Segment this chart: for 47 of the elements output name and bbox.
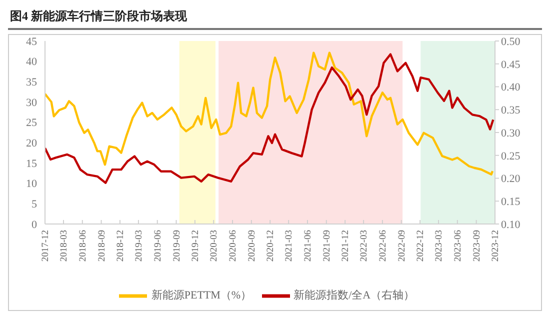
x-tick-label: 2021-12 bbox=[341, 230, 352, 262]
x-tick-label: 2019-09 bbox=[172, 230, 182, 262]
legend-label: 新能源指数/全A（右轴） bbox=[294, 290, 415, 302]
x-tick-label: 2023-06 bbox=[454, 230, 464, 262]
legend-label: 新能源PETTM（%） bbox=[151, 290, 252, 302]
x-tick-label: 2018-03 bbox=[60, 230, 70, 262]
x-tick-label: 2019-06 bbox=[153, 230, 164, 262]
y-tick-label: 20 bbox=[26, 138, 38, 150]
y-tick-label: 5 bbox=[32, 198, 38, 211]
x-tick-label: 2019-03 bbox=[134, 230, 145, 262]
x-tick-label: 2023-03 bbox=[434, 230, 445, 262]
y-tick-label: 30 bbox=[26, 96, 38, 109]
y-tick-label: 35 bbox=[26, 76, 38, 89]
y-tick-label: 10 bbox=[26, 178, 38, 190]
y2-tick-label: 0.10 bbox=[501, 218, 521, 231]
y2-tick-label: 0.45 bbox=[501, 58, 521, 71]
x-tick-label: 2021-09 bbox=[322, 230, 333, 262]
y-tick-label: 15 bbox=[26, 158, 38, 170]
y-tick-label: 0 bbox=[32, 218, 38, 231]
y-tick-label: 40 bbox=[26, 56, 38, 68]
y-tick-label: 45 bbox=[26, 36, 38, 48]
y2-tick-label: 0.30 bbox=[501, 127, 521, 140]
chart-title: 图4 新能源车行情三阶段市场表现 bbox=[8, 8, 542, 30]
y2-tick-label: 0.25 bbox=[501, 150, 521, 162]
x-tick-label: 2020-09 bbox=[248, 230, 258, 262]
x-tick-label: 2020-03 bbox=[210, 230, 220, 262]
y2-tick-label: 0.40 bbox=[501, 82, 521, 94]
x-tick-label: 2023-12 bbox=[491, 230, 502, 262]
x-tick-label: 2019-12 bbox=[191, 230, 202, 262]
x-tick-label: 2022-09 bbox=[397, 230, 408, 262]
x-tick-label: 2022-06 bbox=[378, 230, 389, 262]
x-tick-label: 2023-09 bbox=[472, 230, 482, 262]
x-tick-label: 2020-06 bbox=[228, 230, 239, 262]
y2-tick-label: 0.20 bbox=[501, 173, 521, 186]
y2-tick-label: 0.35 bbox=[501, 104, 521, 117]
x-tick-label: 2020-12 bbox=[266, 230, 276, 262]
x-tick-label: 2022-03 bbox=[360, 230, 370, 262]
x-tick-label: 2018-09 bbox=[97, 230, 108, 262]
x-tick-label: 2021-06 bbox=[304, 230, 314, 262]
y2-tick-label: 0.15 bbox=[501, 196, 521, 208]
y2-tick-label: 0.50 bbox=[501, 36, 521, 48]
y-tick-label: 25 bbox=[26, 117, 38, 130]
x-tick-label: 2022-12 bbox=[416, 230, 426, 262]
x-tick-label: 2018-12 bbox=[116, 230, 126, 262]
x-tick-label: 2021-03 bbox=[284, 230, 295, 262]
x-tick-label: 2017-12 bbox=[41, 230, 52, 262]
x-tick-label: 2018-06 bbox=[78, 230, 89, 262]
